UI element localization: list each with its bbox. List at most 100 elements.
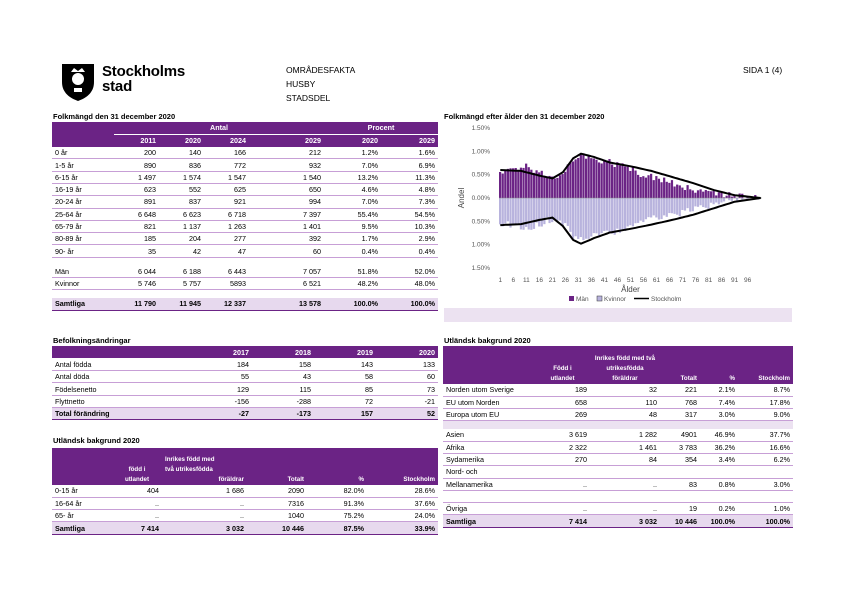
women-bar: [663, 198, 666, 216]
cell-value: -173: [252, 407, 314, 421]
men-bar: [579, 153, 582, 198]
population-row: 0 år 200 140 166 212 1.2% 1.6%: [52, 146, 439, 160]
row-label: 20-24 år: [52, 195, 114, 209]
x-tick-label: 51: [627, 277, 635, 284]
cell-value: 55: [162, 370, 252, 384]
x-tick-label: 81: [705, 277, 713, 284]
cell-value: 100.0%: [738, 514, 793, 528]
x-tick-label: 56: [640, 277, 648, 284]
x-tick-label: 26: [562, 277, 570, 284]
cell-value: 891: [114, 195, 159, 209]
women-bar: [717, 198, 720, 205]
changes-row: Födelsenetto 129 115 85 73: [52, 382, 438, 396]
men-bar: [689, 189, 692, 198]
cell-value: 1040: [247, 509, 307, 523]
spacer-cell: [114, 290, 159, 298]
cell-value: 133: [376, 358, 438, 372]
cell-value: 6.2%: [738, 453, 793, 467]
population-group-header: Antal Procent: [52, 122, 439, 135]
men-bar: [725, 195, 728, 198]
cell-value: 8.7%: [738, 384, 793, 397]
cell-value: 5893: [204, 277, 249, 291]
women-bar: [634, 198, 637, 224]
x-tick-label: 16: [536, 277, 544, 284]
women-bar: [665, 198, 668, 217]
header-inrikes: Inrikes född med två utrikesfödda föräld…: [590, 346, 660, 384]
cell-value: 60: [249, 244, 325, 258]
row-label: Samtliga: [52, 297, 114, 311]
cell-value: [738, 490, 793, 504]
women-bar: [613, 198, 616, 235]
men-bar: [509, 168, 512, 198]
total-row: Samtliga 7 414 3 032 10 446 100.0% 100.0%: [443, 514, 793, 528]
row-label: 90- år: [52, 244, 114, 258]
population-row: 90- år 35 42 47 60 0.4% 0.4%: [52, 244, 439, 258]
header-stockholm: Stockholm: [758, 375, 790, 382]
spacer-cell: [381, 257, 438, 265]
women-bar: [655, 198, 658, 218]
men-bar: [733, 194, 736, 198]
header-inrikes: Inrikes född med två utrikesfödda föräld…: [162, 448, 247, 485]
cell-value: [590, 490, 660, 504]
men-bar: [592, 158, 595, 198]
cell-value: 3.4%: [700, 453, 738, 467]
cell-value: 87.5%: [307, 521, 367, 535]
group-antal: Antal: [114, 122, 325, 135]
row-label: 0-15 år: [52, 485, 112, 498]
population-row: 25-64 år 6 648 6 623 6 718 7 397 55.4% 54.5%: [52, 208, 439, 221]
foreign-row: 0-15 år 404 1 686 2090 82.0% 28.6%: [52, 485, 438, 498]
women-bar: [657, 198, 661, 220]
cell-value: 85: [314, 382, 376, 396]
cell-value: 0.4%: [324, 244, 382, 258]
cell-value: 277: [204, 232, 249, 246]
cell-value: 17.8%: [738, 396, 793, 410]
cell-value: [738, 465, 793, 479]
cell-value: 58: [314, 370, 376, 384]
men-bar: [652, 180, 655, 198]
men-bar: [574, 159, 577, 198]
spacer-cell: [159, 257, 204, 265]
legend-men-swatch: [569, 296, 574, 301]
cell-value: 7 414: [535, 514, 590, 528]
cell-value: 185: [114, 232, 159, 246]
changes-year-header: 2020: [419, 347, 435, 357]
men-bar: [618, 165, 621, 198]
cell-value: 82.0%: [307, 485, 367, 498]
changes-title: Befolkningsändringar: [53, 336, 131, 345]
women-bar: [712, 198, 715, 205]
women-bar: [545, 198, 549, 218]
women-bar: [517, 198, 520, 225]
cell-value: 1 574: [159, 171, 204, 184]
women-bar: [650, 198, 653, 218]
foreign-left-table: född i utlandet Inrikes född med två utr…: [52, 448, 438, 535]
foreign-row: Norden utom Sverige 189 32 221 2.1% 8.7%: [443, 384, 793, 397]
cell-value: 48.2%: [324, 277, 382, 291]
women-bar: [590, 198, 593, 237]
women-bar: [603, 198, 606, 231]
cell-value: 3 619: [535, 428, 590, 442]
area-line-level: STADSDEL: [286, 93, 331, 103]
cell-value: 11 790: [114, 297, 159, 311]
cell-value: 1 540: [249, 171, 325, 184]
spacer-cell: [249, 257, 324, 265]
row-label: 80-89 år: [52, 232, 114, 246]
foreign-row: Nord- och: [443, 465, 793, 479]
men-bar: [566, 164, 569, 198]
men-bar: [543, 175, 546, 198]
men-bar: [704, 190, 707, 198]
women-bar: [702, 198, 705, 208]
men-bar: [548, 175, 551, 198]
header-line: Inrikes född med två: [594, 355, 656, 362]
cell-value: 73: [376, 382, 438, 396]
spacer-cell: [738, 420, 793, 429]
header-line: utlandet: [550, 375, 575, 382]
stockholm-crest-icon: [60, 62, 96, 102]
row-label: [443, 490, 535, 504]
women-bar: [608, 198, 611, 233]
men-bar: [746, 197, 749, 198]
stockholm-women-line: [500, 197, 761, 245]
women-bar: [532, 198, 536, 229]
women-bar: [569, 198, 572, 232]
women-bar: [514, 198, 517, 224]
cell-value: 83: [660, 478, 700, 491]
